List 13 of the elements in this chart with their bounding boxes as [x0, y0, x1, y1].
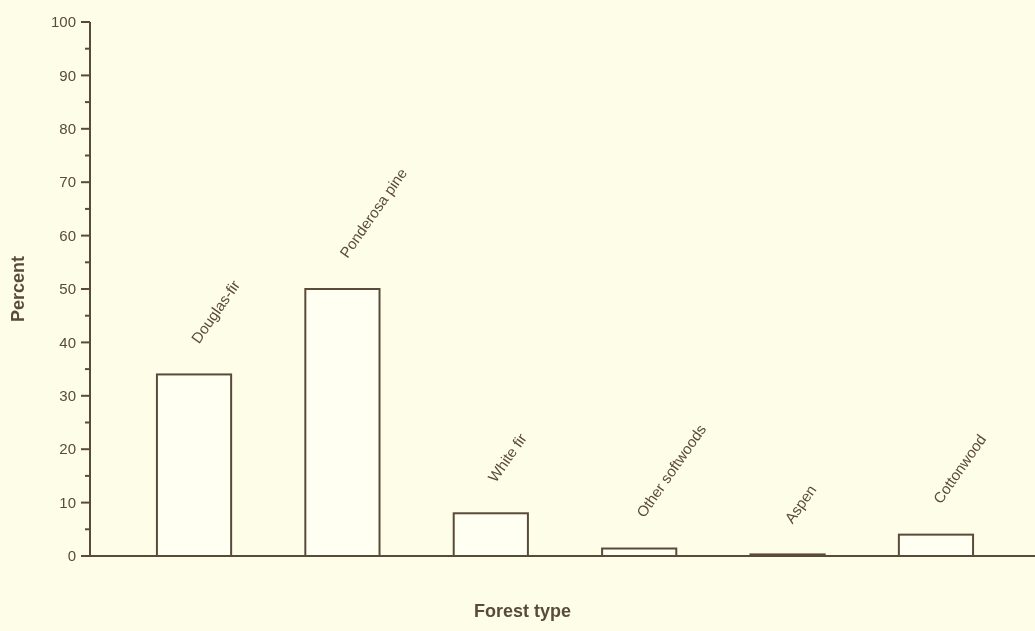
y-tick-label: 90: [59, 66, 76, 84]
y-tick-label: 80: [59, 120, 76, 138]
y-tick-label: 0: [67, 547, 76, 565]
y-tick-label: 50: [59, 280, 76, 298]
y-tick-label: 40: [59, 333, 76, 351]
y-axis-title: Percent: [8, 255, 28, 323]
y-tick-label: 100: [50, 13, 76, 31]
x-axis-title: Forest type: [473, 601, 572, 621]
y-tick-label: 70: [59, 173, 76, 191]
y-tick-label: 20: [59, 440, 76, 458]
y-tick-label: 30: [59, 387, 76, 405]
y-tick-label: 10: [59, 493, 76, 511]
y-tick-label: 60: [59, 226, 76, 244]
